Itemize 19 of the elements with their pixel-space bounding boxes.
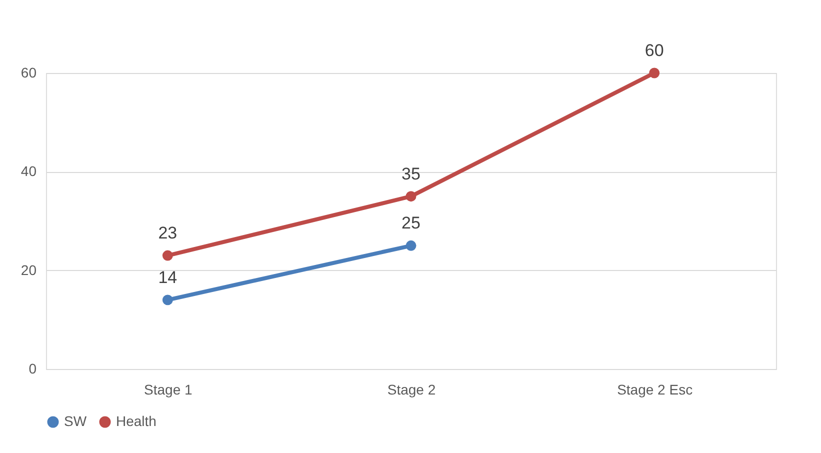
y-tick-label: 20: [20, 262, 37, 278]
point: [406, 240, 416, 251]
data-label: 23: [158, 224, 178, 243]
legend-label: SW: [64, 413, 88, 429]
y-tick-label: 0: [28, 360, 37, 376]
point: [649, 68, 660, 78]
point: [162, 294, 173, 306]
data-label: 60: [644, 41, 664, 60]
data-label: 35: [402, 164, 420, 184]
data-label: 25: [402, 214, 420, 233]
point: [162, 250, 173, 261]
y-tick-label: 40: [20, 163, 37, 180]
legend-label: Health: [116, 413, 156, 429]
x-tick-label: Stage 2 Esc: [617, 382, 693, 398]
x-tick-label: Stage 1: [144, 382, 193, 398]
y-tick-label: 60: [20, 64, 37, 80]
point: [406, 191, 416, 202]
x-tick-label: Stage 2: [387, 382, 436, 398]
data-label: 14: [158, 268, 178, 287]
